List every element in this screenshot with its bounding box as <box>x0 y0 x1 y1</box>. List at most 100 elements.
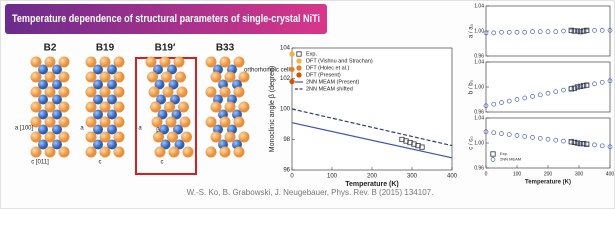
data-point <box>561 87 566 93</box>
y-tick-label: 1.00 <box>474 140 484 146</box>
atom <box>85 131 97 143</box>
legend-swatch <box>296 51 302 57</box>
data-line <box>291 122 453 159</box>
data-point <box>506 132 512 137</box>
data-point <box>561 138 566 144</box>
atom <box>205 116 217 128</box>
atom <box>52 124 62 135</box>
data-point <box>553 29 559 34</box>
atom <box>113 146 125 158</box>
legend-label: Exp. <box>306 51 317 57</box>
data-point <box>537 92 543 98</box>
x-axis-label: Temperature (K) <box>345 181 399 188</box>
data-point <box>571 85 577 91</box>
data-point <box>491 30 497 36</box>
atom <box>168 79 179 90</box>
data-point <box>581 28 587 34</box>
atom <box>113 71 125 83</box>
data-point <box>571 28 577 34</box>
legend-label: DFT (Vishnu and Strachan) <box>306 58 373 64</box>
atom <box>107 109 117 120</box>
atom <box>99 101 111 113</box>
atom <box>107 124 117 135</box>
atom <box>38 139 48 150</box>
data-point <box>607 78 613 84</box>
slide: Temperature dependence of structural par… <box>0 0 615 209</box>
atom <box>38 94 48 105</box>
atom <box>30 116 42 128</box>
data-point <box>483 30 489 36</box>
atom <box>219 56 231 68</box>
atom <box>93 109 103 120</box>
data-point <box>584 141 590 147</box>
atom <box>233 56 245 68</box>
y-tick-label: 0.96 <box>474 165 484 171</box>
data-point <box>419 144 425 150</box>
atom <box>52 109 62 120</box>
page: Temperature dependence of structural par… <box>0 0 615 209</box>
atom <box>173 56 185 68</box>
data-point <box>537 135 543 141</box>
x-tick-label: 300 <box>575 171 584 177</box>
x-tick-label: 0 <box>485 171 488 177</box>
atom <box>160 139 171 150</box>
atom <box>44 86 56 98</box>
data-point <box>522 95 528 101</box>
y-tick-label: 1.04 <box>474 59 484 65</box>
data-point <box>581 83 587 89</box>
y-axis-label: c / c₀ <box>469 136 475 150</box>
atom <box>171 109 182 120</box>
data-point <box>574 28 581 34</box>
y-tick-label: 98 <box>283 137 290 143</box>
atom <box>182 146 194 158</box>
atom <box>30 146 42 158</box>
atom <box>238 71 250 83</box>
data-point <box>506 29 512 35</box>
structure-label: B19 <box>96 43 115 54</box>
atom <box>224 131 236 143</box>
x-tick-label: 100 <box>327 174 338 180</box>
x-tick-label: 100 <box>513 171 522 177</box>
atom <box>93 94 103 105</box>
x-tick-label: 400 <box>447 174 458 180</box>
atom <box>85 56 97 68</box>
plot-frame <box>485 5 611 57</box>
atom <box>219 86 231 98</box>
data-point <box>499 100 504 105</box>
atom <box>85 101 97 113</box>
data-point <box>592 142 597 148</box>
atom <box>93 124 103 135</box>
atom <box>205 146 217 158</box>
structure-annotation: c <box>99 160 102 166</box>
atom <box>85 146 97 158</box>
y-tick-label: 1.04 <box>474 115 484 121</box>
y-tick-label: 1.04 <box>474 3 484 9</box>
atom <box>154 79 165 90</box>
data-point <box>545 90 551 96</box>
atom <box>151 116 163 128</box>
legend-label: 2NN MEAM <box>500 157 521 162</box>
atom <box>167 131 178 143</box>
atom <box>93 79 103 90</box>
atom <box>219 146 231 158</box>
legend-label: 2NN MEAM (Present) <box>306 79 359 85</box>
atom <box>30 56 42 68</box>
atom <box>219 116 231 128</box>
y-axis-label: a / a₀ <box>469 23 475 38</box>
header-banner <box>5 4 327 34</box>
atom <box>107 64 117 75</box>
data-point <box>599 28 605 33</box>
structure-annotation: a <box>138 126 142 132</box>
atom <box>238 131 250 143</box>
atom <box>52 139 62 150</box>
legend-swatch <box>296 65 302 71</box>
atom <box>30 131 42 143</box>
x-axis-label: Temperature (K) <box>525 180 571 186</box>
data-point <box>574 84 581 90</box>
data-point <box>599 143 605 149</box>
atom <box>159 56 171 68</box>
atom <box>99 71 111 83</box>
atom <box>99 146 111 158</box>
data-point <box>592 28 597 33</box>
atom <box>113 56 125 68</box>
